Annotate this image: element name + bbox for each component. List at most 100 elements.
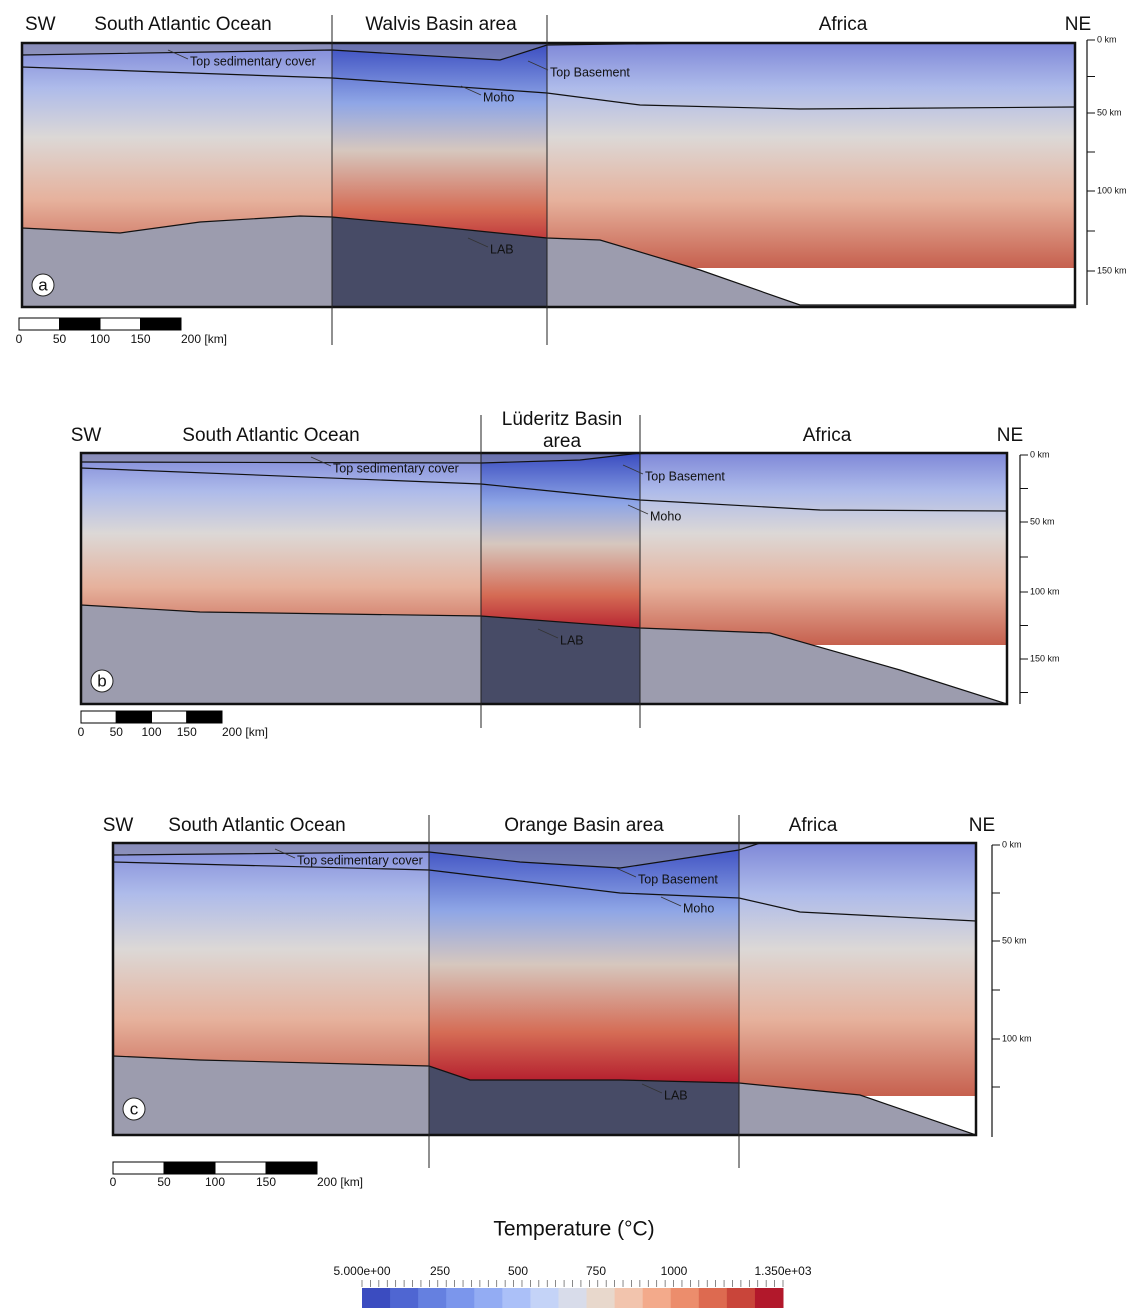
basin-temperature [481,453,640,635]
scale-label: 150 [256,1175,276,1189]
annotation-arrow [467,237,489,248]
colorbar-swatch [418,1288,447,1308]
depth-label: 50 km [1030,516,1055,526]
basin-label: Orange Basin area [504,815,664,836]
depth-label: 0 km [1002,839,1022,849]
basin-label: Lüderitz Basin [502,409,622,430]
panel-letter: a [38,275,48,294]
horizon-label: Moho [683,901,714,915]
colorbar-label: 1000 [661,1264,688,1278]
panel-letter-circle [31,273,55,297]
scale-segment [80,710,117,724]
annotation-arrow [660,896,682,907]
horizon-label: LAB [490,242,514,256]
annotation-arrow [627,504,649,515]
colorbar-label: 500 [508,1264,528,1278]
scale-label: 150 [130,332,150,346]
depth-label: 100 km [1030,586,1060,596]
annotation-arrow [615,867,637,878]
depth-label: 100 km [1097,185,1127,195]
continent-label: Africa [789,815,838,836]
scale-label: 0 [110,1175,117,1189]
annotation-arrow [274,848,296,859]
colorbar-label: 5.000e+00 [333,1264,390,1278]
colorbar-swatch [362,1288,391,1308]
sw-label: SW [71,425,102,446]
ne-label: NE [1065,14,1091,35]
sediment-layer [81,453,1007,463]
scale-label: 150 [177,725,197,739]
basin-asthenosphere [429,1066,739,1135]
colorbar-label: 1.350e+03 [754,1264,811,1278]
ne-label: NE [997,425,1023,446]
scale-label: 0 [16,332,23,346]
horizon-line [22,43,1075,61]
scale-segment [99,317,141,331]
basin-temperature [429,843,739,1086]
scale-label: 50 [53,332,67,346]
horizon-label: Top Basement [550,65,630,79]
horizon-line [81,453,1007,464]
annotation-arrow [622,464,644,475]
scale-segment [18,317,60,331]
depth-label: 0 km [1030,449,1050,459]
horizon-line [22,66,1075,110]
basin-asthenosphere [332,217,547,307]
horizon-label: Top Basement [645,469,725,483]
colorbar-swatch [530,1288,559,1308]
horizon-label: Moho [483,90,514,104]
scale-segment [186,710,223,724]
scale-segment [265,1161,318,1175]
scale-label: 50 [157,1175,171,1189]
colorbar-swatch [446,1288,475,1308]
depth-label: 150 km [1030,653,1060,663]
scale-segment [112,1161,165,1175]
colorbar-label: 750 [586,1264,606,1278]
section [81,453,1007,704]
panel-letter: b [97,671,106,690]
section-frame [20,41,1077,309]
horizon-line [113,861,976,922]
scale-segment [59,317,101,331]
scale-segment [115,710,152,724]
ocean-label: South Atlantic Ocean [168,815,345,836]
scale-segment [163,1161,216,1175]
colorbar-swatch [390,1288,419,1308]
horizon-label: Top sedimentary cover [190,54,316,68]
colorbar-swatch [502,1288,531,1308]
panel-letter: c [130,1099,139,1118]
colorbar-swatch [558,1288,588,1308]
horizon-label: LAB [560,633,584,647]
sw-label: SW [103,815,134,836]
ocean-label: South Atlantic Ocean [94,14,271,35]
scale-segment [151,710,188,724]
sw-label: SW [25,14,56,35]
horizon-label: Top Basement [638,872,718,886]
section [22,43,1075,307]
colorbar-swatch [614,1288,644,1308]
scale-segment [140,317,182,331]
scale-segment [214,1161,267,1175]
annotation-arrow [527,60,549,71]
horizon-line [113,1055,976,1135]
colorbar-swatch [726,1288,756,1308]
annotation-arrow [641,1083,663,1094]
panel-letter-circle [90,669,114,693]
colorbar-swatch [754,1288,784,1308]
scale-label: 100 [205,1175,225,1189]
sediment-layer [113,843,976,868]
scale-label: 200 [km] [222,725,268,739]
asthenosphere [22,216,1075,307]
annotation-arrow [537,628,559,639]
scale-label: 100 [141,725,161,739]
annotation-arrow [310,456,332,467]
continent-label: Africa [803,425,852,446]
scale-label: 50 [110,725,124,739]
depth-label: 50 km [1002,935,1027,945]
horizon-label: Moho [650,509,681,523]
colorbar-swatch [642,1288,672,1308]
colorbar-label: 250 [430,1264,450,1278]
section [113,843,976,1135]
basin-label: area [543,431,581,452]
panel-letter-circle [122,1097,146,1121]
